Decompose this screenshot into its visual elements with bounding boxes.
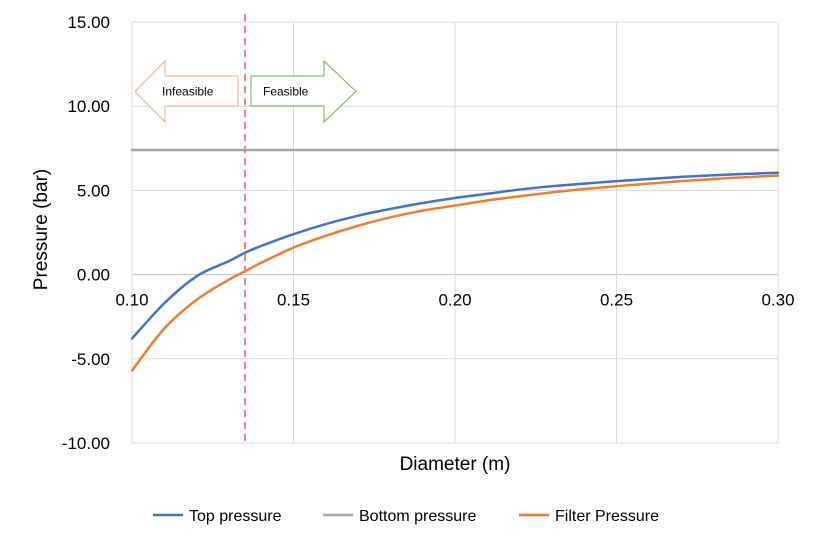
y-tick-label: 15.00 bbox=[67, 13, 110, 32]
feasible-arrow bbox=[250, 59, 357, 124]
x-axis-title: Diameter (m) bbox=[400, 454, 511, 475]
legend-label: Filter Pressure bbox=[555, 508, 659, 525]
x-tick-label: 0.30 bbox=[761, 291, 794, 310]
y-tick-labels: -10.00 -5.00 0.00 5.00 10.00 15.00 bbox=[62, 13, 110, 453]
x-tick-label: 0.20 bbox=[438, 291, 471, 310]
x-tick-label: 0.25 bbox=[600, 291, 633, 310]
legend-label: Bottom pressure bbox=[359, 508, 476, 525]
y-tick-label: -5.00 bbox=[71, 350, 110, 369]
y-tick-label: 10.00 bbox=[67, 97, 110, 116]
legend-label: Top pressure bbox=[189, 508, 282, 525]
legend: Top pressure Bottom pressure Filter Pressu… bbox=[153, 508, 659, 525]
series-line-filter-pressure bbox=[130, 174, 780, 372]
y-tick-label: -10.00 bbox=[62, 434, 110, 453]
series-layer bbox=[130, 148, 780, 372]
x-tick-label: 0.10 bbox=[115, 291, 148, 310]
y-axis-title: Pressure (bar) bbox=[31, 169, 52, 290]
infeasible-arrow bbox=[134, 59, 239, 124]
feasibility-arrows: Infeasible Feasible bbox=[134, 59, 357, 124]
series-line-top-pressure bbox=[130, 171, 780, 340]
infeasible-label: Infeasible bbox=[162, 85, 214, 99]
x-tick-label: 0.15 bbox=[277, 291, 310, 310]
y-tick-label: 0.00 bbox=[77, 266, 110, 285]
y-tick-label: 5.00 bbox=[77, 181, 110, 200]
feasible-label: Feasible bbox=[263, 85, 309, 99]
x-tick-labels: 0.10 0.15 0.20 0.25 0.30 bbox=[115, 291, 794, 310]
